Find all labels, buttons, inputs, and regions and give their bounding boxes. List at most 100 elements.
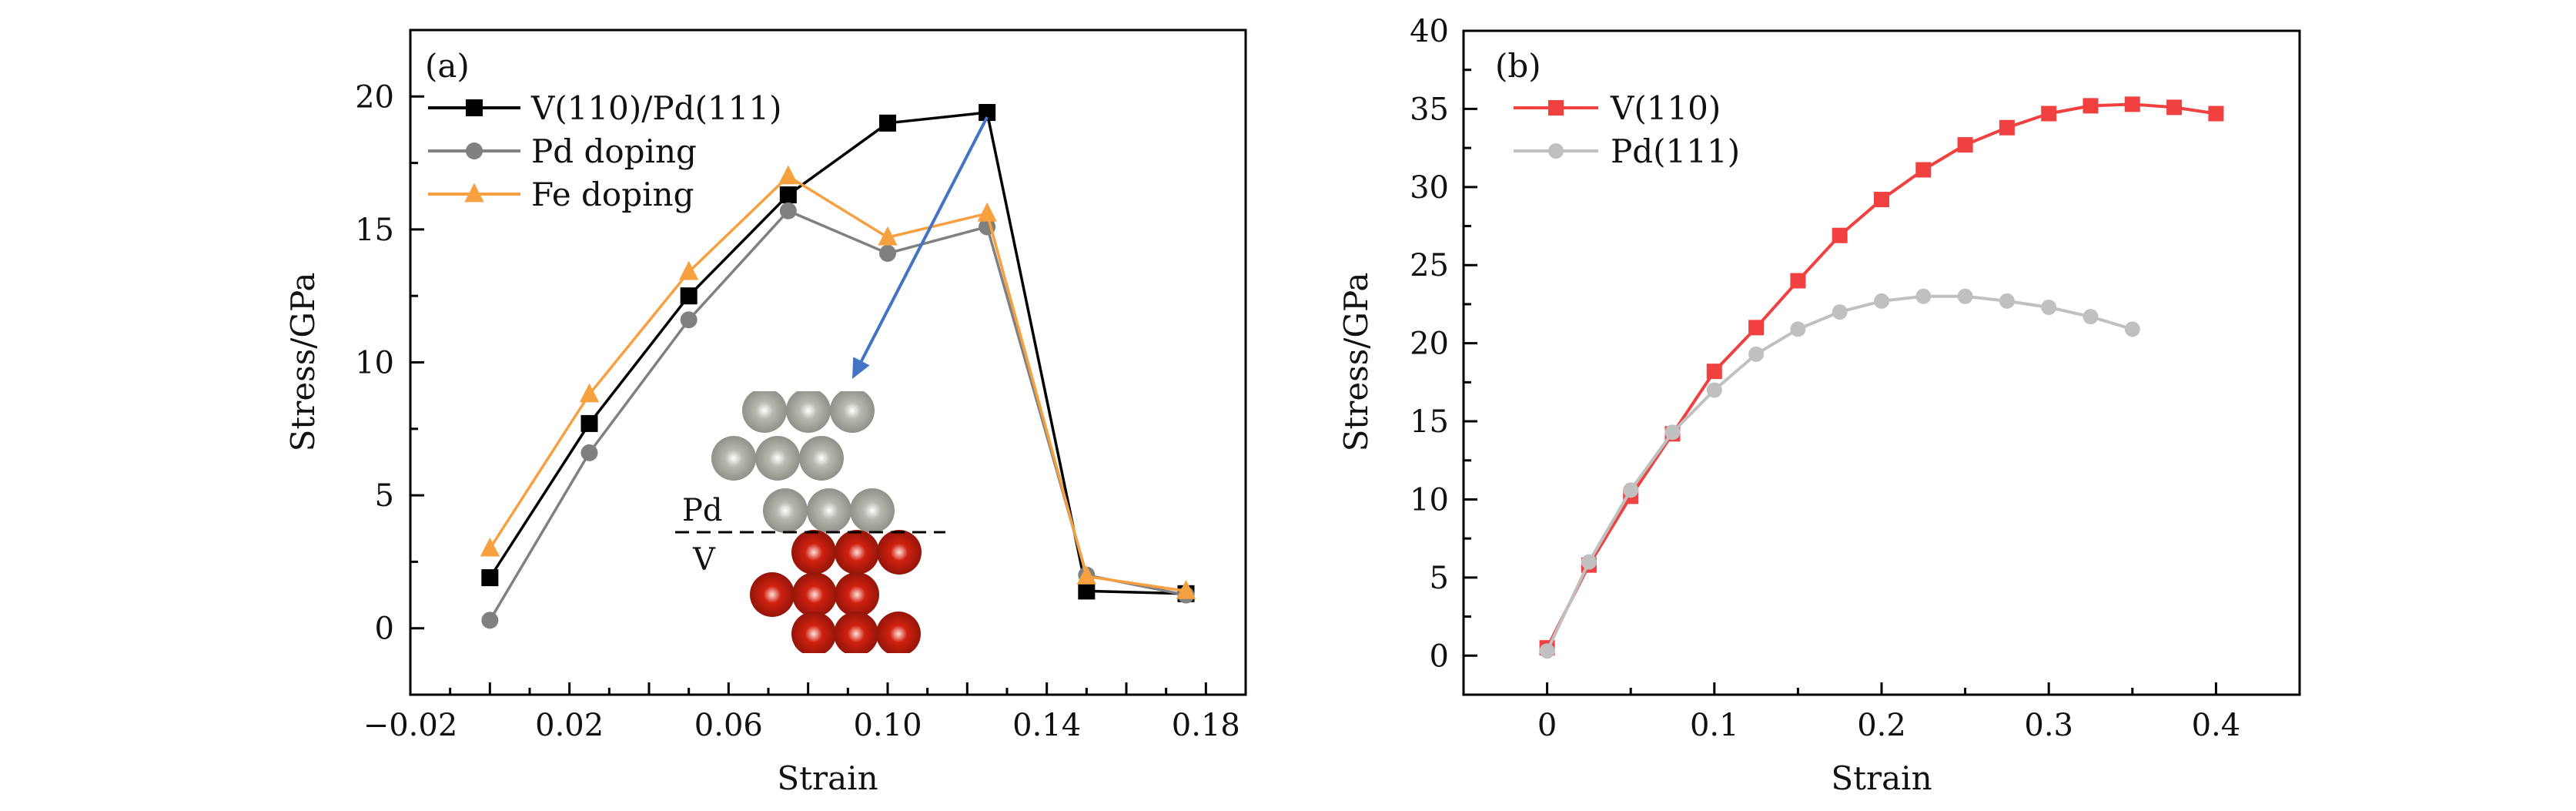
data-point: [779, 202, 797, 220]
data-point: [1874, 192, 1889, 208]
data-point: [977, 202, 997, 222]
data-point: [879, 244, 896, 262]
data-point: [2208, 106, 2224, 122]
y-tick-label: 0: [375, 612, 394, 647]
legend-label: Pd doping: [531, 132, 697, 170]
x-tick-label: −0.02: [363, 708, 458, 743]
data-point: [778, 165, 798, 185]
v-atom-icon: [876, 612, 921, 653]
y-tick-label: 35: [1410, 92, 1449, 127]
data-point: [1874, 293, 1889, 309]
data-point: [2041, 299, 2057, 315]
x-tick-label: 0.18: [1172, 708, 1240, 743]
data-point: [2083, 98, 2099, 114]
x-tick-label: 0.4: [2192, 708, 2241, 743]
pd-atom-icon: [763, 488, 808, 533]
pd-atom-icon: [711, 436, 756, 481]
legend-marker-icon: [466, 99, 483, 116]
data-point: [481, 569, 499, 587]
data-point: [1999, 293, 2015, 309]
pd-atom-icon: [807, 488, 851, 533]
data-point: [1832, 227, 1848, 243]
data-point: [580, 444, 598, 461]
legend-label: V(110)/Pd(111): [530, 89, 782, 127]
panel-a-chart: Pd V −0.02 0.02 0.06 0.10 0.14 0.18 0 5 10 15 20 (a…: [284, 28, 1247, 797]
legend-marker-icon: [464, 183, 484, 203]
atomic-structure-inset: Pd V: [675, 391, 945, 653]
data-point: [480, 537, 500, 557]
data-point: [1076, 565, 1096, 585]
legend-item: V(110): [1514, 89, 1721, 127]
y-tick-label: 20: [1410, 327, 1449, 362]
data-point: [1790, 273, 1806, 289]
y-tick-label: 10: [1410, 482, 1449, 518]
data-point: [1957, 137, 1973, 153]
y-tick-label: 15: [355, 213, 394, 248]
data-point: [1664, 424, 1681, 441]
series-line: [1545, 294, 2133, 652]
data-point: [481, 612, 499, 629]
annotation-arrow-icon: [852, 116, 989, 379]
v-atom-icon: [835, 572, 879, 617]
series-line: [1545, 102, 2216, 649]
panel-b-label: (b): [1495, 47, 1541, 85]
data-point: [1790, 321, 1806, 337]
y-tick-label: 5: [375, 478, 394, 514]
y-tick-label: 25: [1410, 248, 1449, 283]
series-line: [488, 175, 1186, 593]
data-point: [2041, 106, 2057, 122]
panel-a-label: (a): [425, 47, 470, 85]
pd-atom-icon: [755, 436, 800, 481]
legend-label: Pd(111): [1611, 132, 1740, 170]
v-atom-icon: [792, 572, 837, 617]
data-point: [1176, 580, 1196, 599]
x-tick-label: 0.3: [2024, 708, 2073, 743]
data-point: [879, 114, 896, 132]
y-tick-label: 10: [355, 346, 394, 381]
pd-atom-icon: [742, 391, 787, 433]
x-tick-label: 0.06: [694, 708, 763, 743]
pd-atom-icon: [799, 436, 844, 481]
data-point: [1957, 288, 1973, 304]
series-fe-doping: [480, 165, 1196, 599]
y-tick-label: 5: [1430, 561, 1449, 596]
data-point: [680, 287, 698, 305]
y-tick-label: 15: [1410, 404, 1449, 440]
data-point: [1623, 482, 1639, 498]
series-pd-111-: [1539, 288, 2140, 659]
y-tick-label: 0: [1430, 638, 1449, 674]
pd-atom-icon: [830, 391, 875, 433]
data-point: [679, 260, 699, 280]
plot-frame: [1462, 29, 2301, 696]
data-point: [979, 104, 996, 122]
inset-label-pd: Pd: [682, 493, 723, 528]
y-tick-label: 30: [1410, 170, 1449, 206]
v-atom-icon: [877, 530, 922, 575]
legend-item: Pd doping: [428, 132, 697, 170]
x-tick-label: 0.1: [1690, 708, 1739, 743]
x-tick-label: 0.2: [1857, 708, 1906, 743]
panel-b-chart: 0 0.1 0.2 0.3 0.4 0 5 10 15 20 25 30 35 40 (b) Strain…: [1337, 14, 2301, 797]
v-atom-icon: [834, 612, 878, 653]
x-tick-label: 0.02: [535, 708, 604, 743]
data-point: [1078, 582, 1096, 600]
arrow-head: [852, 357, 870, 379]
data-point: [1581, 554, 1597, 570]
v-atom-icon: [791, 530, 836, 575]
x-tick-label: 0.10: [853, 708, 922, 743]
y-tick-label: 20: [355, 79, 394, 115]
x-tick-label: 0.14: [1012, 708, 1081, 743]
panel-a-y-axis-title: Stress/GPa: [284, 273, 322, 452]
data-point: [579, 383, 600, 403]
data-point: [2166, 99, 2183, 116]
data-point: [1999, 119, 2015, 136]
v-atom-icon: [791, 612, 836, 653]
data-point: [1539, 643, 1555, 659]
data-point: [1706, 364, 1722, 380]
data-point: [1832, 304, 1848, 320]
data-point: [1915, 288, 1932, 304]
legend-item: V(110)/Pd(111): [428, 89, 782, 127]
legend-item: Pd(111): [1514, 132, 1740, 170]
v-atom-icon: [750, 572, 795, 617]
